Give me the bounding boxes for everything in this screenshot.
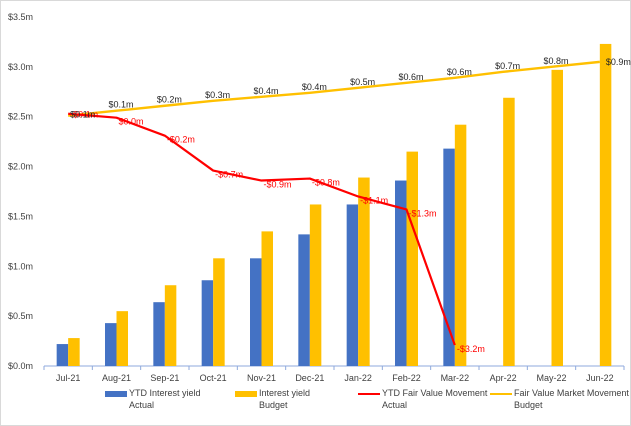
data-label-fair-value-actual: -$0.7m	[215, 170, 243, 180]
bar-ytd-interest-actual	[395, 180, 407, 366]
data-label-fair-value-budget: $0.4m	[302, 82, 327, 92]
data-label-fair-value-budget: $0.3m	[205, 90, 230, 100]
x-tick-label: Nov-21	[247, 373, 276, 383]
bar-interest-budget	[261, 231, 273, 366]
data-label-fair-value-actual: -$3.2m	[457, 344, 485, 354]
x-tick-label: Jan-22	[344, 373, 372, 383]
bar-interest-budget	[116, 311, 128, 366]
bar-ytd-interest-actual	[56, 344, 69, 366]
data-label-fair-value-budget: $0.7m	[495, 61, 520, 71]
line-fair-value-budget	[68, 60, 600, 117]
y-tick-label: $1.0m	[8, 261, 33, 271]
bar-interest-budget	[599, 43, 612, 367]
data-label-fair-value-budget: $0.8m	[544, 56, 569, 66]
y-tick-label: $3.0m	[8, 62, 33, 72]
bar-interest-budget	[68, 338, 80, 366]
bar-ytd-interest-actual	[298, 234, 310, 366]
legend-label: Budget	[514, 400, 543, 410]
legend-label: Actual	[129, 400, 154, 410]
legend-label: Interest yield	[259, 388, 310, 398]
y-tick-label: $2.5m	[8, 112, 33, 122]
x-tick-label: Oct-21	[200, 373, 227, 383]
y-tick-label: $0.5m	[8, 311, 33, 321]
data-label-fair-value-budget: $0.6m	[399, 72, 424, 82]
bar-ytd-interest-actual	[346, 204, 359, 366]
legend-label: Budget	[259, 400, 288, 410]
data-label-fair-value-budget: $0.5m	[350, 77, 375, 87]
x-tick-label: Mar-22	[441, 373, 470, 383]
bar-interest-budget	[406, 151, 418, 366]
legend-label: Actual	[382, 400, 407, 410]
data-labels: -$0.1m $0.0m -$0.2m -$0.7m -$0.9m -$0.8m -$1.1…	[70, 56, 631, 354]
x-tick-label: Feb-22	[392, 373, 421, 383]
data-label-fair-value-actual: -$0.1m	[70, 110, 98, 120]
bar-series	[56, 43, 612, 367]
y-tick-label: $1.5m	[8, 211, 33, 221]
x-tick-label: Dec-21	[295, 373, 324, 383]
y-axis: $0.0m $0.5m $1.0m $1.5m $2.0m $2.5m $3.0m $3.5m	[8, 12, 33, 371]
x-axis: Jul-21 Aug-21 Sep-21 Oct-21 Nov-21 Dec-21 Jan-…	[43, 365, 625, 383]
data-label-fair-value-actual: -$0.8m	[312, 178, 340, 188]
bar-interest-budget	[358, 177, 370, 366]
bar-interest-budget	[551, 69, 563, 366]
bar-interest-budget	[164, 285, 177, 366]
legend-label: Fair Value Market Movement	[514, 388, 629, 398]
y-tick-label: $0.0m	[8, 361, 33, 371]
y-tick-label: $2.0m	[8, 162, 33, 172]
x-tick-label: May-22	[536, 373, 566, 383]
data-label-fair-value-budget: $0.9m	[606, 57, 631, 67]
bar-ytd-interest-actual	[443, 148, 455, 366]
bar-interest-budget	[309, 204, 322, 366]
data-label-fair-value-actual: -$0.9m	[264, 180, 292, 190]
x-tick-label: Jul-21	[56, 373, 81, 383]
data-label-fair-value-budget: $0.4m	[254, 86, 279, 96]
x-tick-label: Jun-22	[586, 373, 614, 383]
legend-label: YTD Fair Value Movement	[382, 388, 488, 398]
bar-ytd-interest-actual	[105, 323, 117, 366]
bar-ytd-interest-actual	[153, 302, 165, 366]
x-tick-label: Apr-22	[490, 373, 517, 383]
bar-interest-budget	[503, 97, 515, 367]
x-tick-label: Aug-21	[102, 373, 131, 383]
data-label-fair-value-actual: -$1.3m	[409, 208, 437, 218]
y-tick-label: $3.5m	[8, 12, 33, 22]
line-ytd-fair-value-actual	[68, 112, 456, 346]
data-label-fair-value-actual: -$1.1m	[360, 195, 388, 205]
data-label-fair-value-budget: $0.1m	[109, 100, 134, 110]
bar-ytd-interest-actual	[250, 258, 262, 366]
line-series	[68, 60, 600, 346]
bar-interest-budget	[454, 124, 467, 366]
legend: YTD Interest yield Actual Interest yield Bu…	[105, 388, 629, 410]
bar-interest-budget	[213, 258, 225, 366]
x-tick-label: Sep-21	[150, 373, 179, 383]
data-label-fair-value-budget: $0.1m	[70, 110, 95, 120]
data-label-fair-value-budget: $0.6m	[447, 67, 472, 77]
data-label-fair-value-budget: $0.2m	[157, 95, 182, 105]
data-label-fair-value-actual: $0.0m	[119, 117, 144, 127]
legend-swatch	[235, 391, 257, 397]
bar-ytd-interest-actual	[201, 280, 214, 366]
legend-label: YTD Interest yield	[129, 388, 201, 398]
data-label-fair-value-actual: -$0.2m	[167, 135, 195, 145]
legend-swatch	[105, 391, 127, 397]
